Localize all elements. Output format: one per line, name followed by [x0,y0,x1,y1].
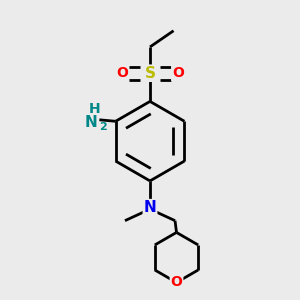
Text: O: O [171,275,182,290]
Text: 2: 2 [99,122,107,132]
Text: S: S [145,66,155,81]
Text: N: N [144,200,156,215]
Text: H: H [89,102,101,116]
Text: O: O [116,66,128,80]
Text: N: N [84,115,97,130]
Text: O: O [172,66,184,80]
